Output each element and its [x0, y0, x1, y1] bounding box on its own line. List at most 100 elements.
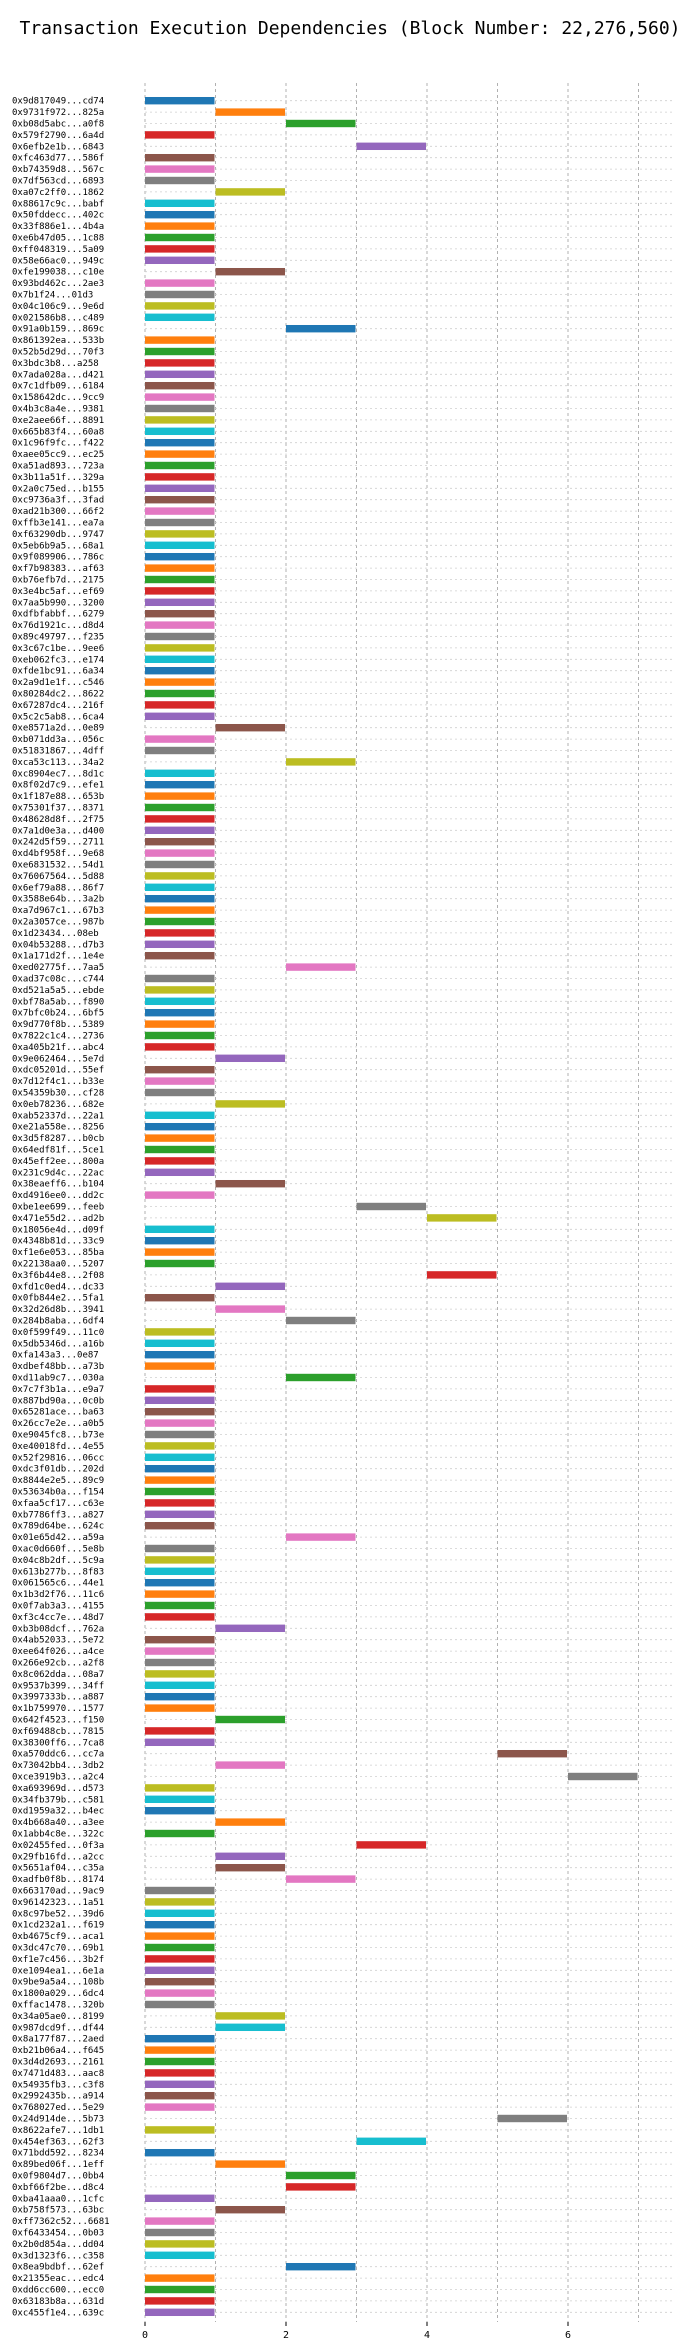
transaction-label: 0xb4675cf9...aca1: [12, 1932, 104, 1942]
transaction-label: 0xbe1ee699...feeb: [12, 1203, 104, 1213]
transaction-label: 0xfc463d77...586f: [12, 154, 104, 164]
transaction-label: 0xe2aee66f...8891: [12, 416, 104, 426]
transaction-label: 0x158642dc...9cc9: [12, 393, 104, 403]
transaction-bar: [145, 1647, 215, 1655]
transaction-bar: [145, 1567, 215, 1576]
transaction-bar: [145, 2126, 215, 2134]
transaction-label: 0x64edf81f...5ce1: [12, 1146, 104, 1156]
transaction-bar: [145, 1635, 215, 1644]
transaction-label: 0xbf78a5ab...f890: [12, 997, 104, 1007]
transaction-label: 0x8844e2e5...89c9: [12, 1476, 104, 1486]
transaction-label: 0x663170ad...9ac9: [12, 1887, 104, 1897]
transaction-bar: [145, 359, 215, 367]
transaction-bar: [145, 1419, 215, 1427]
transaction-bar: [145, 2251, 215, 2260]
transaction-bar: [145, 860, 215, 869]
transaction-label: 0xeb062fc3...e174: [12, 655, 104, 665]
transaction-bar: [145, 1236, 215, 1245]
transaction-bar: [145, 438, 215, 447]
transaction-bar: [356, 142, 426, 151]
transaction-label: 0xe6831532...54d1: [12, 861, 104, 871]
transaction-label: 0x58e66ac0...949c: [12, 256, 104, 266]
transaction-label: 0xf3c4cc7e...48d7: [12, 1613, 104, 1623]
transaction-label: 0x0f599f49...11c0: [12, 1328, 104, 1338]
transaction-label: 0x1d23434...08eb: [12, 929, 99, 939]
transaction-bar: [145, 290, 215, 299]
transaction-label: 0x7df563cd...6893: [12, 177, 104, 187]
transaction-label: 0x4b668a40...a3ee: [12, 1818, 104, 1828]
transaction-bar: [145, 1476, 215, 1484]
transaction-bar: [145, 1681, 215, 1690]
transaction-bar: [145, 2069, 215, 2077]
transaction-label: 0xdd6cc600...ecc0: [12, 2286, 104, 2296]
transaction-label: 0xa7d967c1...67b3: [12, 906, 104, 916]
transaction-bar: [215, 108, 285, 116]
transaction-label: 0x93bd462c...2ae3: [12, 279, 104, 289]
transaction-label: 0xfd1c0ed4...dc33: [12, 1282, 104, 1292]
transaction-bar: [145, 1464, 215, 1473]
transaction-label: 0x1abb4c8e...322c: [12, 1830, 104, 1840]
transaction-label: 0x1c96f9fc...f422: [12, 439, 104, 449]
transaction-label: 0x51831867...4dff: [12, 747, 104, 757]
transaction-label: 0xc9736a3f...3fad: [12, 496, 104, 506]
transaction-label: 0x7471d483...aac8: [12, 2069, 104, 2079]
transaction-label: 0x9e062464...5e7d: [12, 1054, 104, 1064]
transaction-label: 0x4b3c8a4e...9381: [12, 405, 104, 415]
transaction-label: 0xb76efb7d...2175: [12, 576, 104, 586]
transaction-bar: [145, 530, 215, 538]
transaction-bar: [145, 302, 215, 310]
transaction-bar: [215, 1305, 285, 1313]
transaction-label: 0x021586b8...c489: [12, 313, 104, 323]
transaction-label: 0xf6433454...0b03: [12, 2229, 104, 2239]
transaction-bar: [145, 1077, 215, 1085]
transaction-label: 0x9537b399...34ff: [12, 1681, 104, 1691]
transaction-label: 0xadfb0f8b...8174: [12, 1875, 104, 1885]
transaction-bar: [145, 2308, 215, 2317]
transaction-label: 0xf1e6e053...85ba: [12, 1248, 104, 1258]
transaction-label: 0xd521a5a5...ebde: [12, 986, 104, 996]
transaction-label: 0x3588e64b...3a2b: [12, 895, 104, 905]
transaction-label: 0x789d64be...624c: [12, 1522, 104, 1532]
transaction-label: 0x76067564...5d88: [12, 872, 104, 882]
transaction-label: 0x5eb6b9a5...68a1: [12, 541, 104, 551]
transaction-bar: [145, 393, 215, 401]
transaction-bar: [145, 1111, 215, 1120]
transaction-label: 0x54935fb3...c3f8: [12, 2080, 104, 2090]
transaction-bar: [286, 119, 356, 128]
transaction-label: 0xffac1478...320b: [12, 2001, 104, 2011]
transaction-bar: [145, 495, 215, 504]
transaction-bar: [145, 1738, 215, 1747]
transaction-bar: [145, 1521, 215, 1530]
transaction-label: 0x471e55d2...ad2b: [12, 1214, 104, 1224]
transaction-bar: [145, 176, 215, 185]
transaction-label: 0x5db5346d...a16b: [12, 1339, 104, 1349]
transaction-label: 0x54359b30...cf28: [12, 1089, 104, 1099]
transaction-label: 0xe1094ea1...6e1a: [12, 1966, 104, 1976]
transaction-label: 0x2a3057ce...987b: [12, 918, 104, 928]
transaction-bar: [145, 1806, 215, 1815]
transaction-bar: [215, 1761, 285, 1769]
transaction-bar: [145, 1578, 215, 1587]
transaction-label: 0xb21b06a4...f645: [12, 2046, 104, 2056]
transaction-bar: [145, 1829, 215, 1838]
transaction-label: 0x3d5f8287...b0cb: [12, 1134, 104, 1144]
transaction-bar: [215, 267, 285, 276]
transaction-bar: [145, 701, 215, 709]
transaction-bar: [215, 1715, 285, 1724]
transaction-label: 0x8a177f87...2aed: [12, 2035, 104, 2045]
transaction-bar: [286, 2262, 356, 2271]
transaction-label: 0xf63290db...9747: [12, 530, 104, 540]
transaction-label: 0x3b11a51f...329a: [12, 473, 104, 483]
transaction-bar: [145, 587, 215, 595]
transaction-bar: [145, 1909, 215, 1918]
grid-layer: [144, 83, 675, 2322]
transaction-bar: [145, 1989, 215, 1997]
transaction-bar: [145, 666, 215, 675]
transaction-label: 0x3e4bc5af...ef69: [12, 587, 104, 597]
transaction-bar: [145, 2194, 215, 2203]
transaction-bar: [215, 1818, 285, 1826]
transaction-bar: [145, 256, 215, 265]
transaction-bar: [215, 2023, 285, 2032]
transaction-label: 0x04b53288...d7b3: [12, 940, 104, 950]
transaction-label: 0x67287dc4...216f: [12, 701, 104, 711]
